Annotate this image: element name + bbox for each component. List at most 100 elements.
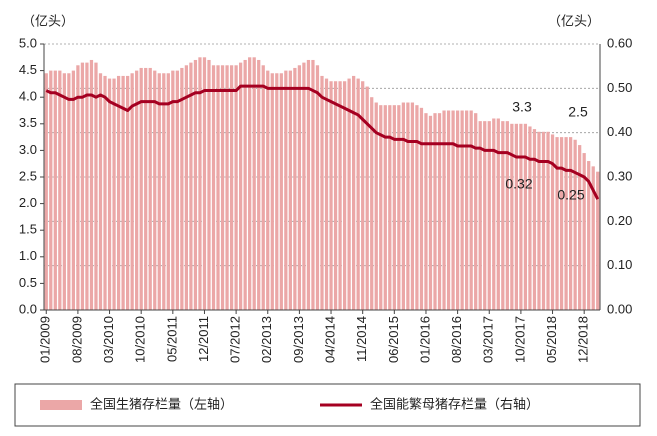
bar <box>446 110 451 310</box>
bar <box>342 81 347 311</box>
bar <box>465 110 469 310</box>
bar <box>564 137 568 310</box>
bar <box>578 145 582 310</box>
y-axis-label: （亿头） <box>22 13 74 28</box>
bar <box>397 105 401 311</box>
bar <box>62 73 66 310</box>
y2-tick-label: 0.00 <box>607 301 632 316</box>
y-tick-label: 5.0 <box>19 35 37 50</box>
bar <box>315 65 320 310</box>
legend-swatch <box>40 400 82 410</box>
x-tick-label: 08/2016 <box>449 316 464 363</box>
bar <box>121 75 125 310</box>
line <box>45 84 600 200</box>
bar <box>67 73 71 310</box>
bar <box>279 73 283 310</box>
bar <box>406 102 410 311</box>
bar <box>478 121 482 310</box>
y-tick-label: 0.0 <box>19 301 37 316</box>
bar <box>85 62 89 311</box>
bar <box>469 110 473 310</box>
bar <box>424 113 428 310</box>
y2-axis-label: （亿头） <box>548 13 600 28</box>
bar <box>591 166 595 310</box>
bar <box>162 73 166 310</box>
bar <box>239 62 243 311</box>
bar <box>171 70 175 310</box>
x-tick-label: 03/2017 <box>481 316 496 363</box>
x-tick-label: 01/2009 <box>38 316 53 363</box>
bar <box>496 118 500 310</box>
bar <box>528 126 532 311</box>
bar <box>379 105 383 311</box>
bar <box>193 59 198 311</box>
y2-tick-label: 0.30 <box>607 168 632 183</box>
bar <box>80 62 85 311</box>
bar <box>71 70 76 310</box>
bar <box>356 78 360 310</box>
bar <box>275 73 279 310</box>
x-tick-label: 06/2015 <box>386 316 401 363</box>
bar <box>157 73 161 310</box>
y2-tick-label: 0.20 <box>607 213 632 228</box>
x-tick-label: 11/2014 <box>354 316 369 362</box>
x-tick-label: 10/2010 <box>133 316 148 363</box>
bar <box>148 67 152 310</box>
bar <box>428 115 433 310</box>
bar <box>139 67 143 310</box>
bar <box>487 121 491 310</box>
bar <box>388 105 392 311</box>
bar <box>370 97 374 310</box>
legend-label: 全国生猪存栏量（左轴） <box>90 396 233 411</box>
bar <box>492 118 496 310</box>
bar <box>329 81 333 311</box>
bar <box>460 110 464 310</box>
y-tick-label: 1.0 <box>19 248 37 263</box>
bar <box>189 62 193 311</box>
bar <box>44 73 48 310</box>
y2-tick-label: 0.10 <box>607 257 632 272</box>
bar <box>573 139 577 310</box>
bar <box>225 65 229 310</box>
bar <box>555 137 559 310</box>
bar <box>89 59 94 311</box>
legend-label: 全国能繁母猪存栏量（右轴） <box>370 396 539 411</box>
x-tick-label: 12/2018 <box>576 316 591 363</box>
y-tick-label: 1.5 <box>19 222 37 237</box>
bar <box>261 65 265 310</box>
bar <box>537 131 541 310</box>
bar <box>270 73 274 310</box>
bar <box>568 137 573 310</box>
bar <box>175 70 179 310</box>
x-tick-label: 07/2012 <box>228 316 243 363</box>
bar <box>229 65 234 310</box>
bar <box>94 62 98 311</box>
bar <box>220 65 225 310</box>
y2-tick-label: 0.50 <box>607 80 632 95</box>
bar <box>125 75 130 310</box>
bar <box>347 78 351 310</box>
bar <box>338 81 342 311</box>
bar <box>532 129 537 310</box>
bar <box>211 65 216 310</box>
bar <box>135 70 139 310</box>
bar <box>53 70 57 310</box>
y-tick-label: 3.5 <box>19 115 37 130</box>
y2-tick-label: 0.60 <box>607 35 632 50</box>
bar <box>374 102 378 311</box>
y2-tick-label: 0.40 <box>607 124 632 139</box>
x-tick-label: 05/2018 <box>544 316 559 363</box>
bar <box>419 107 424 310</box>
bar <box>257 59 261 311</box>
bar <box>519 123 523 310</box>
bar <box>207 59 211 311</box>
bar <box>383 105 387 311</box>
bar <box>442 110 446 310</box>
x-tick-label: 08/2009 <box>69 316 84 363</box>
y-tick-label: 2.5 <box>19 168 37 183</box>
annotation: 0.32 <box>505 176 532 192</box>
annotation: 0.25 <box>557 187 584 203</box>
bar <box>216 65 220 310</box>
bar <box>198 57 202 310</box>
